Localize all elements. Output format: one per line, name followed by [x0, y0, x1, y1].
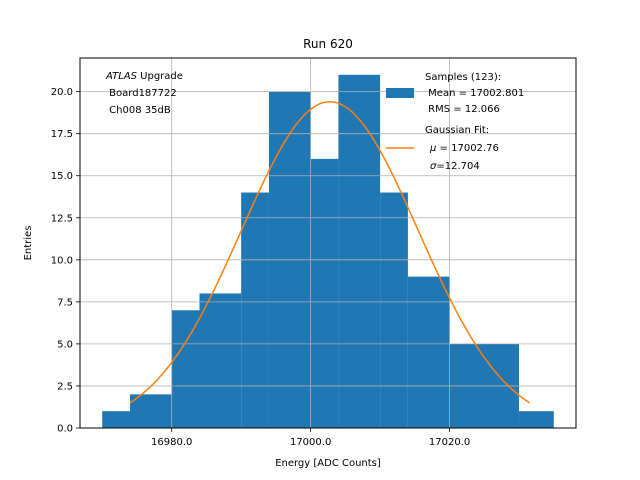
plot-area-frame: [79, 57, 577, 429]
legend-samples-patch: [386, 88, 414, 98]
chart-title: Run 620: [303, 37, 353, 51]
grid: [80, 58, 576, 429]
y-tick-label-7: 15.0: [51, 171, 73, 182]
legend-mu-symbol: μ: [429, 143, 436, 154]
legend-samples-line-2: Mean = 17002.801: [425, 88, 524, 99]
y-tick-label-8: 17.5: [51, 129, 73, 140]
legend-sigma-value: =12.704: [436, 161, 479, 172]
atlas-annotation: ATLAS Upgrade Board187722 Ch008 35dB: [105, 71, 183, 116]
x-tick-label-3: 17020.0: [429, 437, 470, 448]
annotation-atlas-italic: ATLAS: [105, 71, 138, 82]
histogram-bar-3: [171, 310, 200, 428]
y-tick-label-9: 20.0: [51, 87, 73, 98]
legend: Samples (123): Mean = 17002.801 RMS = 12…: [386, 72, 524, 172]
y-tick-label-5: 10.0: [51, 255, 73, 266]
legend-fit-sigma: σ=12.704: [430, 161, 480, 172]
y-tick-label-6: 12.5: [51, 213, 73, 224]
y-tick-label-4: 7.5: [57, 297, 73, 308]
gaussian-fit-curve: [129, 100, 530, 404]
histogram-bar-7: [310, 158, 339, 428]
histogram-bar-1: [102, 411, 131, 428]
annotation-line-3: Ch008 35dB: [106, 105, 171, 116]
y-tick-label-2: 2.5: [57, 381, 73, 392]
legend-sigma-symbol: σ: [430, 161, 437, 172]
histogram-bar-10: [407, 276, 450, 428]
y-tick-label-3: 5.0: [57, 339, 73, 350]
x-tick-label-1: 16980.0: [151, 437, 192, 448]
y-axis: 0.0 2.5 5.0 7.5 10.0 12.5 15.0 17.5 20.0: [51, 87, 80, 435]
annotation-line-2: Board187722: [106, 88, 177, 99]
histogram-bar-12: [519, 411, 554, 428]
legend-mu-value: = 17002.76: [436, 143, 498, 154]
x-axis-label: Energy [ADC Counts]: [275, 458, 381, 469]
x-tick-label-2: 17000.0: [290, 437, 331, 448]
legend-fit-mu: μ = 17002.76: [429, 143, 499, 154]
annotation-line-1: ATLAS Upgrade: [105, 71, 183, 82]
histogram-bar-5: [241, 192, 269, 428]
histogram-bar-9: [380, 192, 408, 428]
histogram-bar-8: [338, 74, 381, 429]
y-tick-label-1: 0.0: [57, 424, 73, 435]
histogram-bar-2: [130, 394, 172, 428]
legend-fit-line-1: Gaussian Fit:: [425, 125, 489, 136]
legend-samples-line-1: Samples (123):: [425, 72, 501, 83]
annotation-upgrade: Upgrade: [137, 71, 183, 82]
legend-samples-line-3: RMS = 12.066: [425, 104, 500, 115]
y-axis-label: Entries: [23, 226, 34, 261]
histogram-bar-4: [199, 293, 242, 428]
x-axis: 16980.0 17000.0 17020.0: [151, 428, 470, 448]
